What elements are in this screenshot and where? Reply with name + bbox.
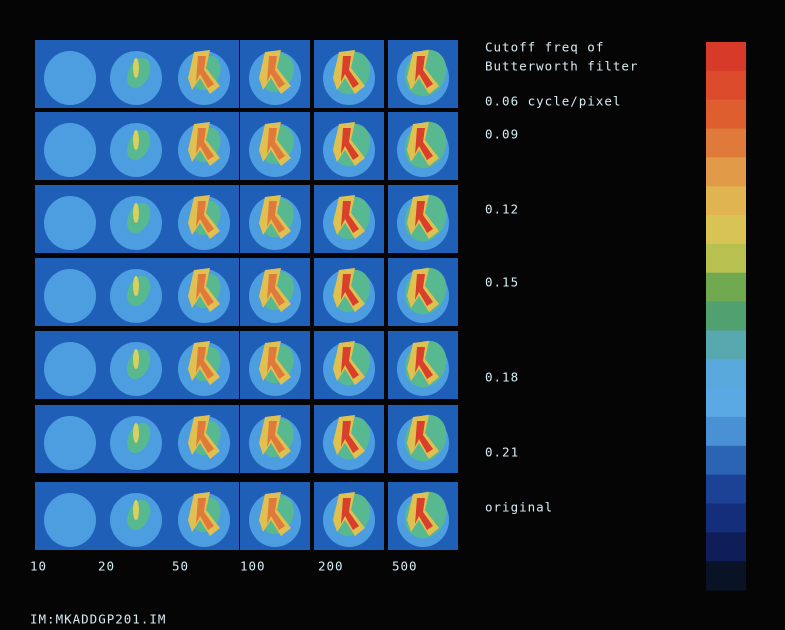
- scale-swatch: [706, 100, 746, 129]
- scale-swatch: [706, 417, 746, 446]
- organ-outline: [44, 196, 96, 250]
- hot-spot: [133, 58, 139, 78]
- image-panel: [35, 405, 105, 473]
- image-panel: [314, 185, 384, 253]
- hot-spot: [133, 276, 139, 296]
- image-panel: [240, 482, 310, 550]
- image-panel: [240, 405, 310, 473]
- column-label: 200: [318, 559, 344, 574]
- image-panel: [388, 482, 458, 550]
- page: Cutoff freq of Butterworth filter IM:MKA…: [0, 0, 785, 630]
- image-panel: [314, 112, 384, 180]
- scale-swatch: [706, 446, 746, 475]
- scale-swatch: [706, 129, 746, 158]
- image-panel: [388, 258, 458, 326]
- column-label: 10: [30, 559, 47, 574]
- image-panel: [388, 112, 458, 180]
- image-panel: [240, 40, 310, 108]
- scale-swatch: [706, 561, 746, 590]
- row-label: 0.15: [485, 275, 519, 290]
- column-label: 20: [98, 559, 115, 574]
- image-panel: [169, 112, 239, 180]
- row-label: original: [485, 500, 553, 515]
- image-panel: [101, 185, 171, 253]
- image-panel: [314, 258, 384, 326]
- screen: Cutoff freq of Butterworth filter IM:MKA…: [0, 0, 785, 630]
- scale-swatch: [706, 475, 746, 504]
- hot-spot: [133, 349, 139, 369]
- image-panel: [169, 185, 239, 253]
- image-panel: [314, 331, 384, 399]
- row-label: 0.09: [485, 127, 519, 142]
- image-panel: [101, 112, 171, 180]
- color-scale: [706, 42, 746, 591]
- image-panel: [35, 482, 105, 550]
- header-line: Cutoff freq of: [485, 40, 604, 55]
- image-panel: [240, 258, 310, 326]
- scale-swatch: [706, 503, 746, 532]
- header-line: Butterworth filter: [485, 59, 638, 74]
- organ-outline: [44, 269, 96, 323]
- organ-outline: [44, 416, 96, 470]
- scale-swatch: [706, 244, 746, 273]
- scale-swatch: [706, 388, 746, 417]
- image-panel: [314, 482, 384, 550]
- organ-outline: [44, 51, 96, 105]
- image-panel: [240, 331, 310, 399]
- scale-swatch: [706, 302, 746, 331]
- image-panel: [169, 331, 239, 399]
- scale-swatch: [706, 186, 746, 215]
- image-panel: [35, 185, 105, 253]
- row-label: 0.21: [485, 445, 519, 460]
- image-panel: [314, 405, 384, 473]
- image-panel: [101, 258, 171, 326]
- image-panel: [35, 258, 105, 326]
- image-panel: [35, 331, 105, 399]
- organ-outline: [44, 493, 96, 547]
- image-panel: [240, 185, 310, 253]
- scale-swatch: [706, 71, 746, 100]
- image-panel: [169, 258, 239, 326]
- image-panel: [240, 112, 310, 180]
- image-panel: [101, 40, 171, 108]
- organ-outline: [44, 123, 96, 177]
- image-panel: [388, 185, 458, 253]
- scale-swatch: [706, 330, 746, 359]
- scale-swatch: [706, 532, 746, 561]
- image-panel: [101, 405, 171, 473]
- file-name: IM:MKADDGP201.IM: [30, 612, 166, 627]
- column-label: 500: [392, 559, 418, 574]
- image-panel: [101, 482, 171, 550]
- scale-swatch: [706, 157, 746, 186]
- image-panel: [388, 40, 458, 108]
- column-label: 50: [172, 559, 189, 574]
- row-label: 0.06 cycle/pixel: [485, 94, 621, 109]
- row-label: 0.18: [485, 370, 519, 385]
- image-panel: [169, 40, 239, 108]
- column-label: 100: [240, 559, 266, 574]
- scale-swatch: [706, 215, 746, 244]
- scale-swatch: [706, 42, 746, 71]
- image-panel: [35, 40, 105, 108]
- image-panel: [388, 331, 458, 399]
- row-label: 0.12: [485, 202, 519, 217]
- image-panel: [388, 405, 458, 473]
- hot-spot: [133, 500, 139, 520]
- hot-spot: [133, 423, 139, 443]
- image-panel: [314, 40, 384, 108]
- hot-spot: [133, 130, 139, 150]
- image-panel: [169, 482, 239, 550]
- scale-swatch: [706, 273, 746, 302]
- hot-spot: [133, 203, 139, 223]
- image-panel: [35, 112, 105, 180]
- scale-swatch: [706, 359, 746, 388]
- image-panel: [101, 331, 171, 399]
- organ-outline: [44, 342, 96, 396]
- image-panel: [169, 405, 239, 473]
